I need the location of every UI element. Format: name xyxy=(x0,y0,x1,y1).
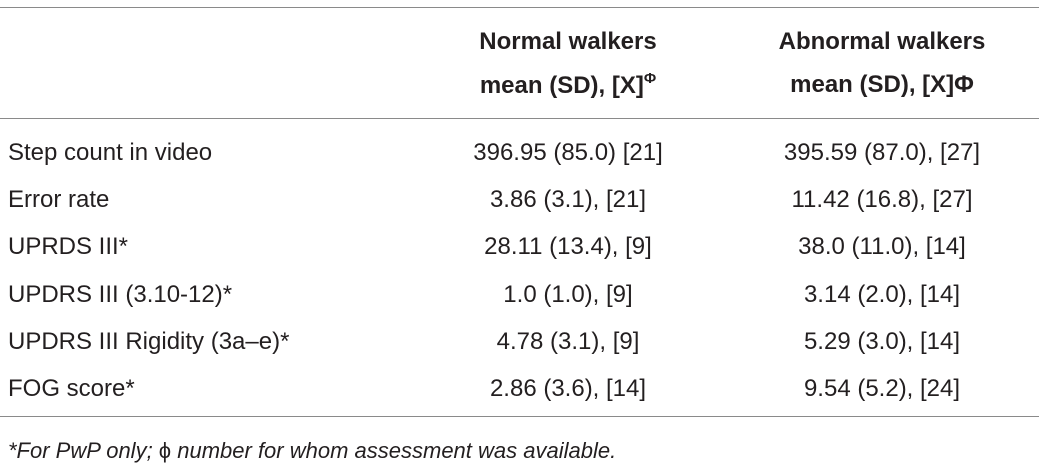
abnormal-value: 11.42 (16.8), [27] xyxy=(791,186,973,214)
header-line: mean (SD), [X]Φ xyxy=(480,70,656,100)
normal-value: 3.86 (3.1), [21] xyxy=(489,186,647,214)
bottom-rule xyxy=(0,416,1039,417)
normal-value: 4.78 (3.1), [9] xyxy=(496,327,640,355)
header-line: Abnormal walkers xyxy=(778,28,986,55)
normal-value: 28.11 (13.4), [9] xyxy=(484,233,652,261)
header-text: mean (SD), [X] xyxy=(479,72,644,99)
row-label: UPDRS III Rigidity (3a–e)* xyxy=(8,327,290,355)
footnote-symbol: ϕ xyxy=(158,438,172,463)
row-label: UPRDS III* xyxy=(8,233,129,261)
top-rule xyxy=(0,7,1039,8)
abnormal-value: 5.29 (3.0), [14] xyxy=(803,327,961,355)
abnormal-value: 9.54 (5.2), [24] xyxy=(803,375,961,402)
header-mark: Φ xyxy=(643,70,657,87)
normal-value: 2.86 (3.6), [14] xyxy=(489,375,647,402)
normal-value: 396.95 (85.0) [21] xyxy=(473,139,663,166)
row-label: FOG score* xyxy=(8,375,135,402)
header-mark: Φ xyxy=(954,71,974,98)
header-rule xyxy=(0,118,1039,119)
row-label: Step count in video xyxy=(8,139,213,166)
abnormal-value: 395.59 (87.0), [27] xyxy=(783,139,981,166)
normal-value: 1.0 (1.0), [9] xyxy=(503,280,633,308)
header-text: mean (SD), [X] xyxy=(790,71,955,98)
row-label: Error rate xyxy=(8,186,110,214)
row-label: UPDRS III (3.10-12)* xyxy=(8,280,233,308)
footnote-text: number for whom assessment was available… xyxy=(171,438,617,463)
header-line: Normal walkers xyxy=(479,28,657,55)
abnormal-value: 38.0 (11.0), [14] xyxy=(798,233,966,261)
header-line: mean (SD), [X]Φ xyxy=(790,71,974,99)
abnormal-value: 3.14 (2.0), [14] xyxy=(803,280,961,308)
footnote: *For PwP only; ϕ number for whom assessm… xyxy=(8,438,616,464)
footnote-text: *For PwP only; xyxy=(8,438,159,463)
